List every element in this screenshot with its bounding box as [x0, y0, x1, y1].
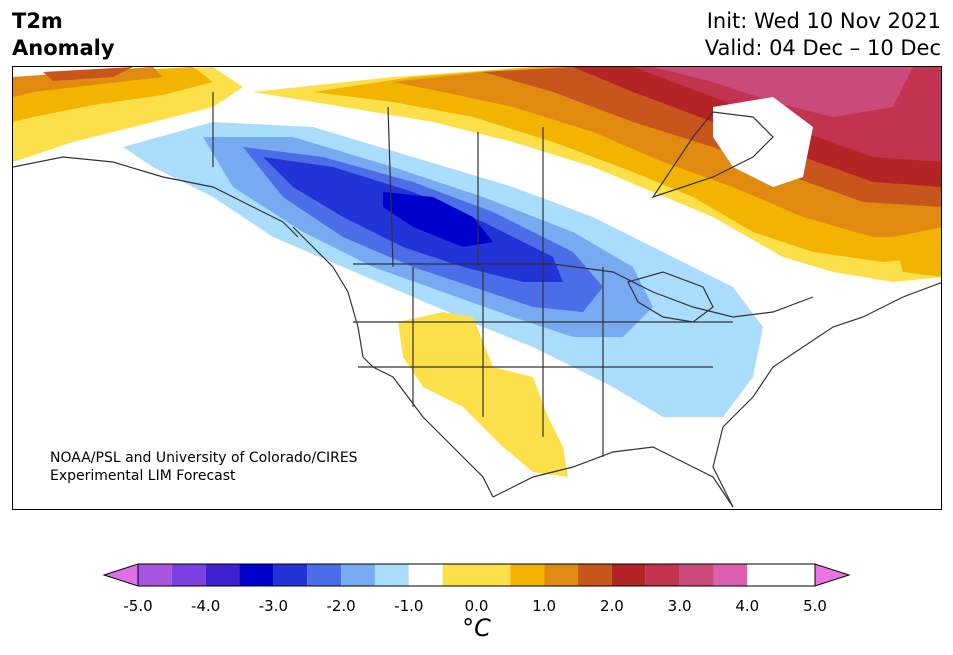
- colorbar-tick-label: 2.0: [599, 597, 624, 615]
- colorbar-segment: [442, 564, 511, 586]
- colorbar-tick-label: -3.0: [258, 597, 289, 615]
- colorbar-segment: [138, 564, 172, 586]
- colorbar-segment: [679, 564, 714, 586]
- province-line-2: [387, 106, 394, 268]
- colorbar-tick-label: 5.0: [803, 597, 827, 615]
- credit-line-1: NOAA/PSL and University of Colorado/CIRE…: [50, 450, 358, 466]
- anomaly-map: NOAA/PSL and University of Colorado/CIRE…: [12, 66, 942, 510]
- colorbar-segment: [341, 564, 375, 586]
- colorbar-segment: [713, 564, 748, 586]
- colorbar-segment: [307, 564, 342, 586]
- colorbar-segment: [781, 564, 815, 586]
- colorbar-segment: [645, 564, 680, 586]
- cold-5: [383, 192, 493, 247]
- credit-text: NOAA/PSL and University of Colorado/CIRE…: [50, 449, 358, 485]
- colorbar-tick-label: -2.0: [326, 597, 356, 615]
- colorbar-tick-label: -4.0: [191, 597, 221, 615]
- colorbar-segment: [374, 564, 409, 586]
- labrador-warm-east: [893, 227, 941, 277]
- coastlines-borders: [13, 92, 941, 508]
- colorbar-under-arrow: [102, 563, 139, 587]
- colorbar-tick-label: 0.0: [464, 597, 489, 615]
- colorbar-segment: [578, 564, 612, 586]
- forecast-dates: Init: Wed 10 Nov 2021 Valid: 04 Dec – 10…: [705, 8, 941, 62]
- alaska-coast: [13, 156, 299, 238]
- east-coast: [712, 282, 941, 508]
- title-anomaly: Anomaly: [12, 36, 115, 60]
- colorbar-ticks: -5.0 -4.0 -3.0 -2.0 -1.0 0.0 1.0 2.0 3.0 4.0 5.0: [0, 597, 953, 617]
- colorbar-tick-label: -5.0: [123, 597, 153, 615]
- valid-range: Valid: 04 Dec – 10 Dec: [704, 36, 941, 60]
- colorbar-segment: [510, 564, 545, 586]
- colorbar-segment: [611, 564, 646, 586]
- init-date: Init: Wed 10 Nov 2021: [706, 9, 941, 33]
- colorbar: [0, 560, 953, 590]
- colorbar-segment: [408, 564, 443, 586]
- colorbar-over-arrow: [814, 563, 851, 587]
- colorbar-tick-label: 4.0: [735, 597, 760, 615]
- chart-title: T2m Anomaly: [12, 8, 115, 62]
- great-lakes: [627, 271, 714, 323]
- colorbar-segment: [544, 564, 579, 586]
- colorbar-svg: [102, 563, 851, 587]
- colorbar-frame: [137, 563, 816, 587]
- hudson-bay: [651, 111, 774, 199]
- colorbar-tick-label: 1.0: [532, 597, 557, 615]
- colorbar-segment: [171, 564, 206, 586]
- alaska-warm-core: [43, 67, 133, 81]
- unit-label: °C: [462, 614, 491, 642]
- colorbar-unit: °C: [0, 614, 953, 642]
- colorbar-segment: [273, 564, 308, 586]
- colorbar-segment: [205, 564, 240, 586]
- us-canada-border: [353, 263, 814, 318]
- colorbar-segment: [239, 564, 274, 586]
- title-variable: T2m: [12, 9, 63, 33]
- colorbar-tick-label: 3.0: [667, 597, 692, 615]
- west-coast: [292, 226, 494, 498]
- canada-warm-7: [653, 67, 913, 117]
- colorbar-tick-label: -1.0: [394, 597, 424, 615]
- gulf-coast: [492, 446, 734, 508]
- map-svg: [13, 67, 941, 508]
- colorbar-segment: [747, 564, 782, 586]
- anomaly-fill: [13, 67, 941, 477]
- credit-line-2: Experimental LIM Forecast: [50, 468, 236, 484]
